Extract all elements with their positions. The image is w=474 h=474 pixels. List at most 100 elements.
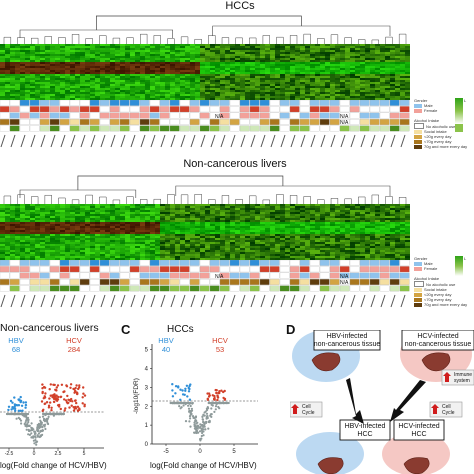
heatmap-cell (310, 258, 316, 260)
heatmap-cell (360, 246, 366, 249)
annotation-cell (359, 106, 370, 113)
heatmap-cell (345, 210, 351, 213)
heatmap-cell (370, 98, 376, 100)
heatmap-cell (60, 80, 66, 83)
heatmap-cell (110, 82, 116, 85)
annotation-cell (319, 119, 330, 125)
heatmap-cell (335, 248, 341, 251)
annotation-cell (399, 112, 410, 119)
heatmap-cell (45, 246, 51, 249)
heatmap-cell (75, 256, 81, 259)
heatmap-cell (35, 232, 41, 235)
heatmap-cell (100, 98, 106, 100)
heatmap-cell (70, 78, 76, 81)
dendrogram-branch (385, 36, 393, 44)
heatmap-cell (180, 250, 186, 253)
heatmap-cell (30, 52, 36, 55)
heatmap-cell (200, 204, 206, 207)
heatmap-cell (295, 214, 301, 217)
heatmap-cell (35, 212, 41, 215)
heatmap-cell (310, 96, 316, 99)
heatmap-cell (300, 236, 306, 239)
heatmap-cell (375, 62, 381, 65)
heatmap-cell (70, 70, 76, 73)
heatmap-cell (390, 72, 396, 75)
annotation-cell (159, 100, 170, 106)
heatmap-cell (65, 246, 71, 249)
heatmap-cell (280, 48, 286, 51)
heatmap-cell (45, 224, 51, 227)
heatmap-cell (70, 86, 76, 89)
heatmap-cell (295, 204, 301, 207)
dendrogram-branch (212, 25, 391, 36)
heatmap-cell (355, 208, 361, 211)
heatmap-cell (350, 82, 356, 85)
heatmap-cell (65, 52, 71, 55)
heatmap-cell (40, 238, 46, 241)
heatmap-cell (180, 226, 186, 229)
heatmap-cell (10, 246, 16, 249)
heatmap-cell (305, 204, 311, 207)
heatmap-cell (160, 236, 166, 239)
heatmap-cell (305, 94, 311, 97)
heatmap-cell (145, 80, 151, 83)
heatmap-cell (75, 206, 81, 209)
annotation-cell (389, 106, 400, 113)
heatmap-cell (205, 50, 211, 53)
heatmap-cell (205, 250, 211, 253)
heatmap-cell (260, 228, 266, 231)
heatmap-cell (45, 68, 51, 71)
heatmap-cell (190, 84, 196, 87)
heatmap-cell (340, 204, 346, 207)
heatmap-cell (365, 44, 371, 47)
annotation-cell (399, 106, 410, 113)
heatmap-cell (190, 64, 196, 67)
heatmap-cell (345, 56, 351, 59)
heatmap-cell (200, 236, 206, 239)
heatmap-cell (300, 210, 306, 213)
heatmap-cell (190, 220, 196, 223)
sample-label-mark (90, 134, 96, 148)
heatmap-cell (55, 44, 61, 47)
heatmap-cell (195, 242, 201, 245)
heatmap-cell (80, 220, 86, 223)
heatmap-cell (400, 248, 406, 251)
heatmap-cell (330, 252, 336, 255)
heatmap-cell (280, 232, 286, 235)
heatmap-cell (150, 230, 156, 233)
heatmap-cell (200, 222, 206, 225)
heatmap-cell (200, 48, 206, 51)
annotation-cell (319, 112, 330, 119)
heatmap-cell (240, 54, 246, 57)
heatmap-cell (390, 238, 396, 241)
heatmap-cell (200, 238, 206, 241)
heatmap-cell (65, 206, 71, 209)
heatmap-cell (325, 80, 331, 83)
heatmap-cell (160, 64, 166, 67)
dendrogram-branch (85, 194, 93, 204)
heatmap-cell (45, 74, 51, 77)
heatmap-cell (355, 246, 361, 249)
heatmap-cell (70, 210, 76, 213)
heatmap-cell (395, 58, 401, 61)
heatmap-cell (5, 94, 11, 97)
heatmap-cell (170, 204, 176, 207)
heatmap-cell (160, 62, 166, 65)
heatmap-cell (400, 220, 406, 223)
heatmap-cell (335, 52, 341, 55)
heatmap-cell (375, 258, 381, 260)
heatmap-cell (365, 82, 371, 85)
heatmap-cell (20, 212, 26, 215)
heatmap-cell (265, 88, 271, 91)
heatmap-cell (390, 228, 396, 231)
heatmap-cell (30, 222, 36, 225)
heatmap-cell (15, 94, 21, 97)
heatmap-cell (215, 214, 221, 217)
heatmap-cell (130, 208, 136, 211)
heatmap-cell (45, 84, 51, 87)
heatmap-cell (340, 68, 346, 71)
annotation-cell (89, 119, 100, 125)
heatmap-cell (240, 210, 246, 213)
heatmap-cell (335, 82, 341, 85)
heatmap-cell (110, 258, 116, 260)
